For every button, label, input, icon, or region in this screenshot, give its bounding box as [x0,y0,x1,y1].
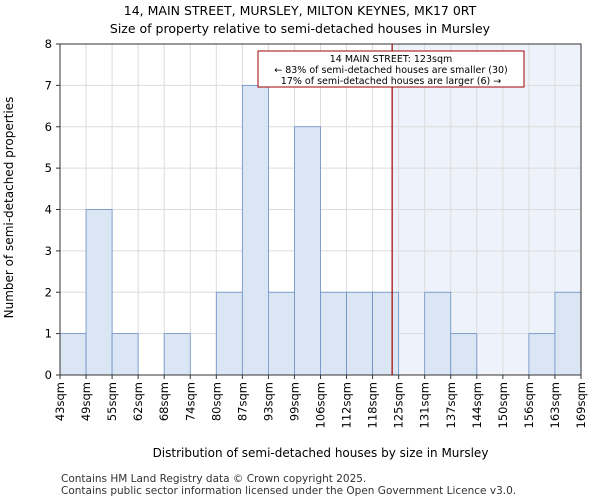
bar [554,291,582,376]
x-tick-label: 112sqm [340,382,354,428]
y-tick-label: 1 [45,327,52,341]
x-tick-label: 144sqm [470,382,484,428]
x-tick-label: 62sqm [131,382,145,421]
x-tick-label: 93sqm [261,382,275,421]
bar [294,126,321,376]
y-tick-label: 6 [45,120,52,134]
chart-title: 14, MAIN STREET, MURSLEY, MILTON KEYNES,… [123,3,477,18]
bar [346,291,373,376]
bar [528,333,556,376]
bar [372,291,400,376]
bar [267,291,295,376]
y-tick-label: 8 [45,37,52,51]
x-tick-label: 169sqm [574,382,588,428]
x-tick-label: 106sqm [314,382,328,428]
annotation-line-1: 14 MAIN STREET: 123sqm [330,54,453,65]
y-tick-label: 5 [45,161,52,175]
bar [215,291,243,376]
bar [320,291,347,376]
x-tick-label: 55sqm [105,382,119,421]
x-axis: 43sqm 49sqm 55sqm 62sqm 68sqm 74sqm 80sqm 87sqm… [53,375,588,428]
x-tick-label: 137sqm [444,382,458,428]
x-tick-label: 43sqm [53,382,67,421]
x-tick-label: 156sqm [522,382,536,428]
annotation-line-3: 17% of semi-detached houses are larger (… [281,76,501,87]
bars-group [59,84,582,376]
bar [59,333,87,376]
bar [111,333,139,376]
annotation-line-2: ← 83% of semi-detached houses are smalle… [274,65,508,76]
x-tick-label: 74sqm [183,382,197,421]
y-tick-label: 4 [45,203,52,217]
footer-licence: Contains public sector information licen… [61,485,517,497]
x-tick-label: 118sqm [366,382,380,428]
y-axis-label: Number of semi-detached properties [2,97,16,319]
chart-subtitle: Size of property relative to semi-detach… [109,21,491,36]
x-tick-label: 125sqm [392,382,406,428]
y-tick-label: 7 [45,78,52,92]
y-axis: 0 1 2 3 4 5 6 7 8 [45,37,60,382]
y-tick-label: 0 [45,368,52,382]
bar [85,209,113,376]
x-tick-label: 80sqm [209,382,223,421]
x-tick-label: 131sqm [418,382,432,428]
x-tick-label: 49sqm [79,382,93,421]
annotation-frame [257,50,525,88]
x-tick-label: 99sqm [287,382,301,421]
x-axis-label: Distribution of semi-detached houses by … [153,446,489,460]
x-tick-label: 163sqm [548,382,562,428]
bar [424,291,452,376]
annotation-box: 14 MAIN STREET: 123sqm ← 83% of semi-det… [257,50,525,88]
x-tick-label: 68sqm [157,382,171,421]
footer-copyright: Contains HM Land Registry data © Crown c… [61,473,367,485]
y-tick-label: 2 [45,285,52,299]
bar [163,333,191,376]
x-tick-label: 87sqm [235,382,249,421]
x-tick-label: 150sqm [496,382,510,428]
y-tick-label: 3 [45,244,52,258]
bar [241,84,269,376]
bar [450,333,478,376]
